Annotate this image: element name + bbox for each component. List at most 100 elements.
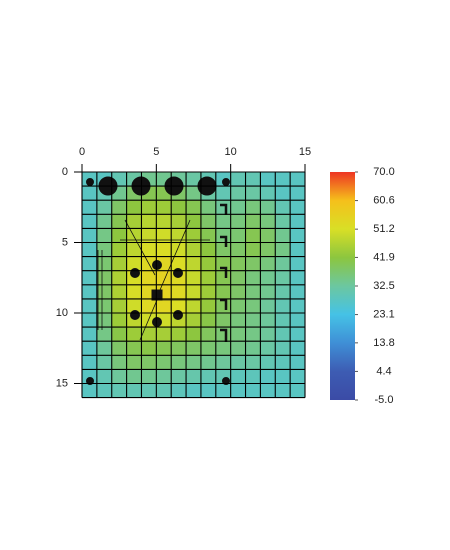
heat-cell bbox=[260, 313, 276, 328]
hole bbox=[222, 178, 230, 186]
heat-cell bbox=[230, 313, 246, 328]
heat-cell bbox=[245, 313, 261, 328]
heat-cell bbox=[141, 383, 157, 398]
heat-cell bbox=[260, 298, 276, 314]
heat-cell bbox=[245, 214, 261, 229]
heat-cell bbox=[260, 242, 276, 257]
heat-cell bbox=[215, 341, 231, 356]
heat-cell bbox=[186, 214, 202, 229]
heat-cell bbox=[275, 298, 291, 314]
y-tick-label: 5 bbox=[62, 236, 68, 248]
heatmap bbox=[82, 172, 306, 398]
heat-cell bbox=[111, 228, 127, 243]
heat-cell bbox=[156, 242, 172, 257]
heat-cell bbox=[275, 355, 291, 370]
heat-cell bbox=[126, 369, 142, 384]
heat-cell bbox=[156, 383, 172, 398]
heat-cell bbox=[82, 341, 98, 356]
heat-cell bbox=[82, 383, 98, 398]
colorbar-tick-label: 13.8 bbox=[373, 337, 394, 349]
heat-cell bbox=[141, 214, 157, 229]
heat-cell bbox=[200, 284, 217, 300]
heat-cell bbox=[260, 341, 276, 356]
heat-cell bbox=[111, 298, 127, 314]
heat-cell bbox=[260, 383, 276, 398]
heat-cell bbox=[260, 369, 276, 384]
heat-cell bbox=[126, 284, 142, 300]
heat-cell bbox=[82, 284, 98, 300]
heat-cell bbox=[275, 313, 291, 328]
heat-cell bbox=[245, 228, 261, 243]
connector bbox=[220, 235, 228, 247]
heat-cell bbox=[126, 242, 142, 257]
heat-cell bbox=[186, 242, 202, 257]
heat-cell bbox=[141, 228, 157, 243]
heat-cell bbox=[171, 383, 187, 398]
heat-cell bbox=[275, 228, 291, 243]
connector bbox=[220, 298, 228, 310]
heat-cell bbox=[171, 369, 187, 384]
heat-cell bbox=[215, 228, 231, 243]
heat-cell bbox=[230, 355, 246, 370]
heat-cell bbox=[200, 242, 217, 257]
heat-cell bbox=[290, 327, 306, 342]
heat-cell bbox=[171, 200, 187, 215]
heat-cell bbox=[96, 200, 113, 215]
heat-cell bbox=[186, 327, 202, 342]
heat-cell bbox=[96, 256, 113, 271]
heat-cell bbox=[230, 200, 246, 215]
heat-cell bbox=[260, 327, 276, 342]
y-tick-label: 10 bbox=[56, 307, 68, 319]
heat-cell bbox=[200, 228, 217, 243]
heat-cell bbox=[171, 298, 187, 314]
heat-cell bbox=[156, 341, 172, 356]
heat-cell bbox=[245, 200, 261, 215]
x-tick-label: 5 bbox=[153, 146, 159, 158]
heat-cell bbox=[186, 186, 202, 201]
x-tick-label: 15 bbox=[299, 146, 311, 158]
heat-cell bbox=[156, 355, 172, 370]
heat-cell bbox=[215, 200, 231, 215]
heat-cell bbox=[260, 228, 276, 243]
y-tick-label: 0 bbox=[62, 166, 68, 178]
heat-cell bbox=[82, 270, 98, 286]
heat-cell bbox=[260, 200, 276, 215]
heat-cell bbox=[141, 341, 157, 356]
colorbar-tick-label: 41.9 bbox=[373, 251, 394, 263]
heat-cell bbox=[96, 313, 113, 328]
colorbar bbox=[330, 172, 355, 400]
heat-cell bbox=[82, 355, 98, 370]
heat-cell bbox=[111, 327, 127, 342]
colorbar-tick-label: 23.1 bbox=[373, 308, 394, 320]
heat-cell bbox=[126, 200, 142, 215]
heat-cell bbox=[290, 186, 306, 201]
heat-cell bbox=[111, 214, 127, 229]
colorbar-tick-label: -5.0 bbox=[375, 394, 394, 406]
heat-cell bbox=[141, 270, 157, 286]
heat-cell bbox=[290, 228, 306, 243]
heat-cell bbox=[245, 369, 261, 384]
pad bbox=[130, 310, 140, 320]
heat-cell bbox=[126, 327, 142, 342]
heat-cell bbox=[156, 228, 172, 243]
heat-cell bbox=[230, 270, 246, 286]
heat-cell bbox=[82, 313, 98, 328]
heat-cell bbox=[186, 270, 202, 286]
hole bbox=[86, 178, 94, 186]
heat-cell bbox=[141, 369, 157, 384]
heat-cell bbox=[171, 242, 187, 257]
heat-cell bbox=[126, 298, 142, 314]
heat-cell bbox=[186, 284, 202, 300]
heat-cell bbox=[200, 355, 217, 370]
heat-cell bbox=[260, 270, 276, 286]
heat-cell bbox=[96, 214, 113, 229]
heat-cell bbox=[200, 256, 217, 271]
heat-cell bbox=[245, 383, 261, 398]
heat-cell bbox=[230, 341, 246, 356]
pad bbox=[152, 260, 162, 270]
heat-cell bbox=[245, 355, 261, 370]
heat-cell bbox=[245, 270, 261, 286]
heat-cell bbox=[156, 270, 172, 286]
heat-cell bbox=[96, 341, 113, 356]
